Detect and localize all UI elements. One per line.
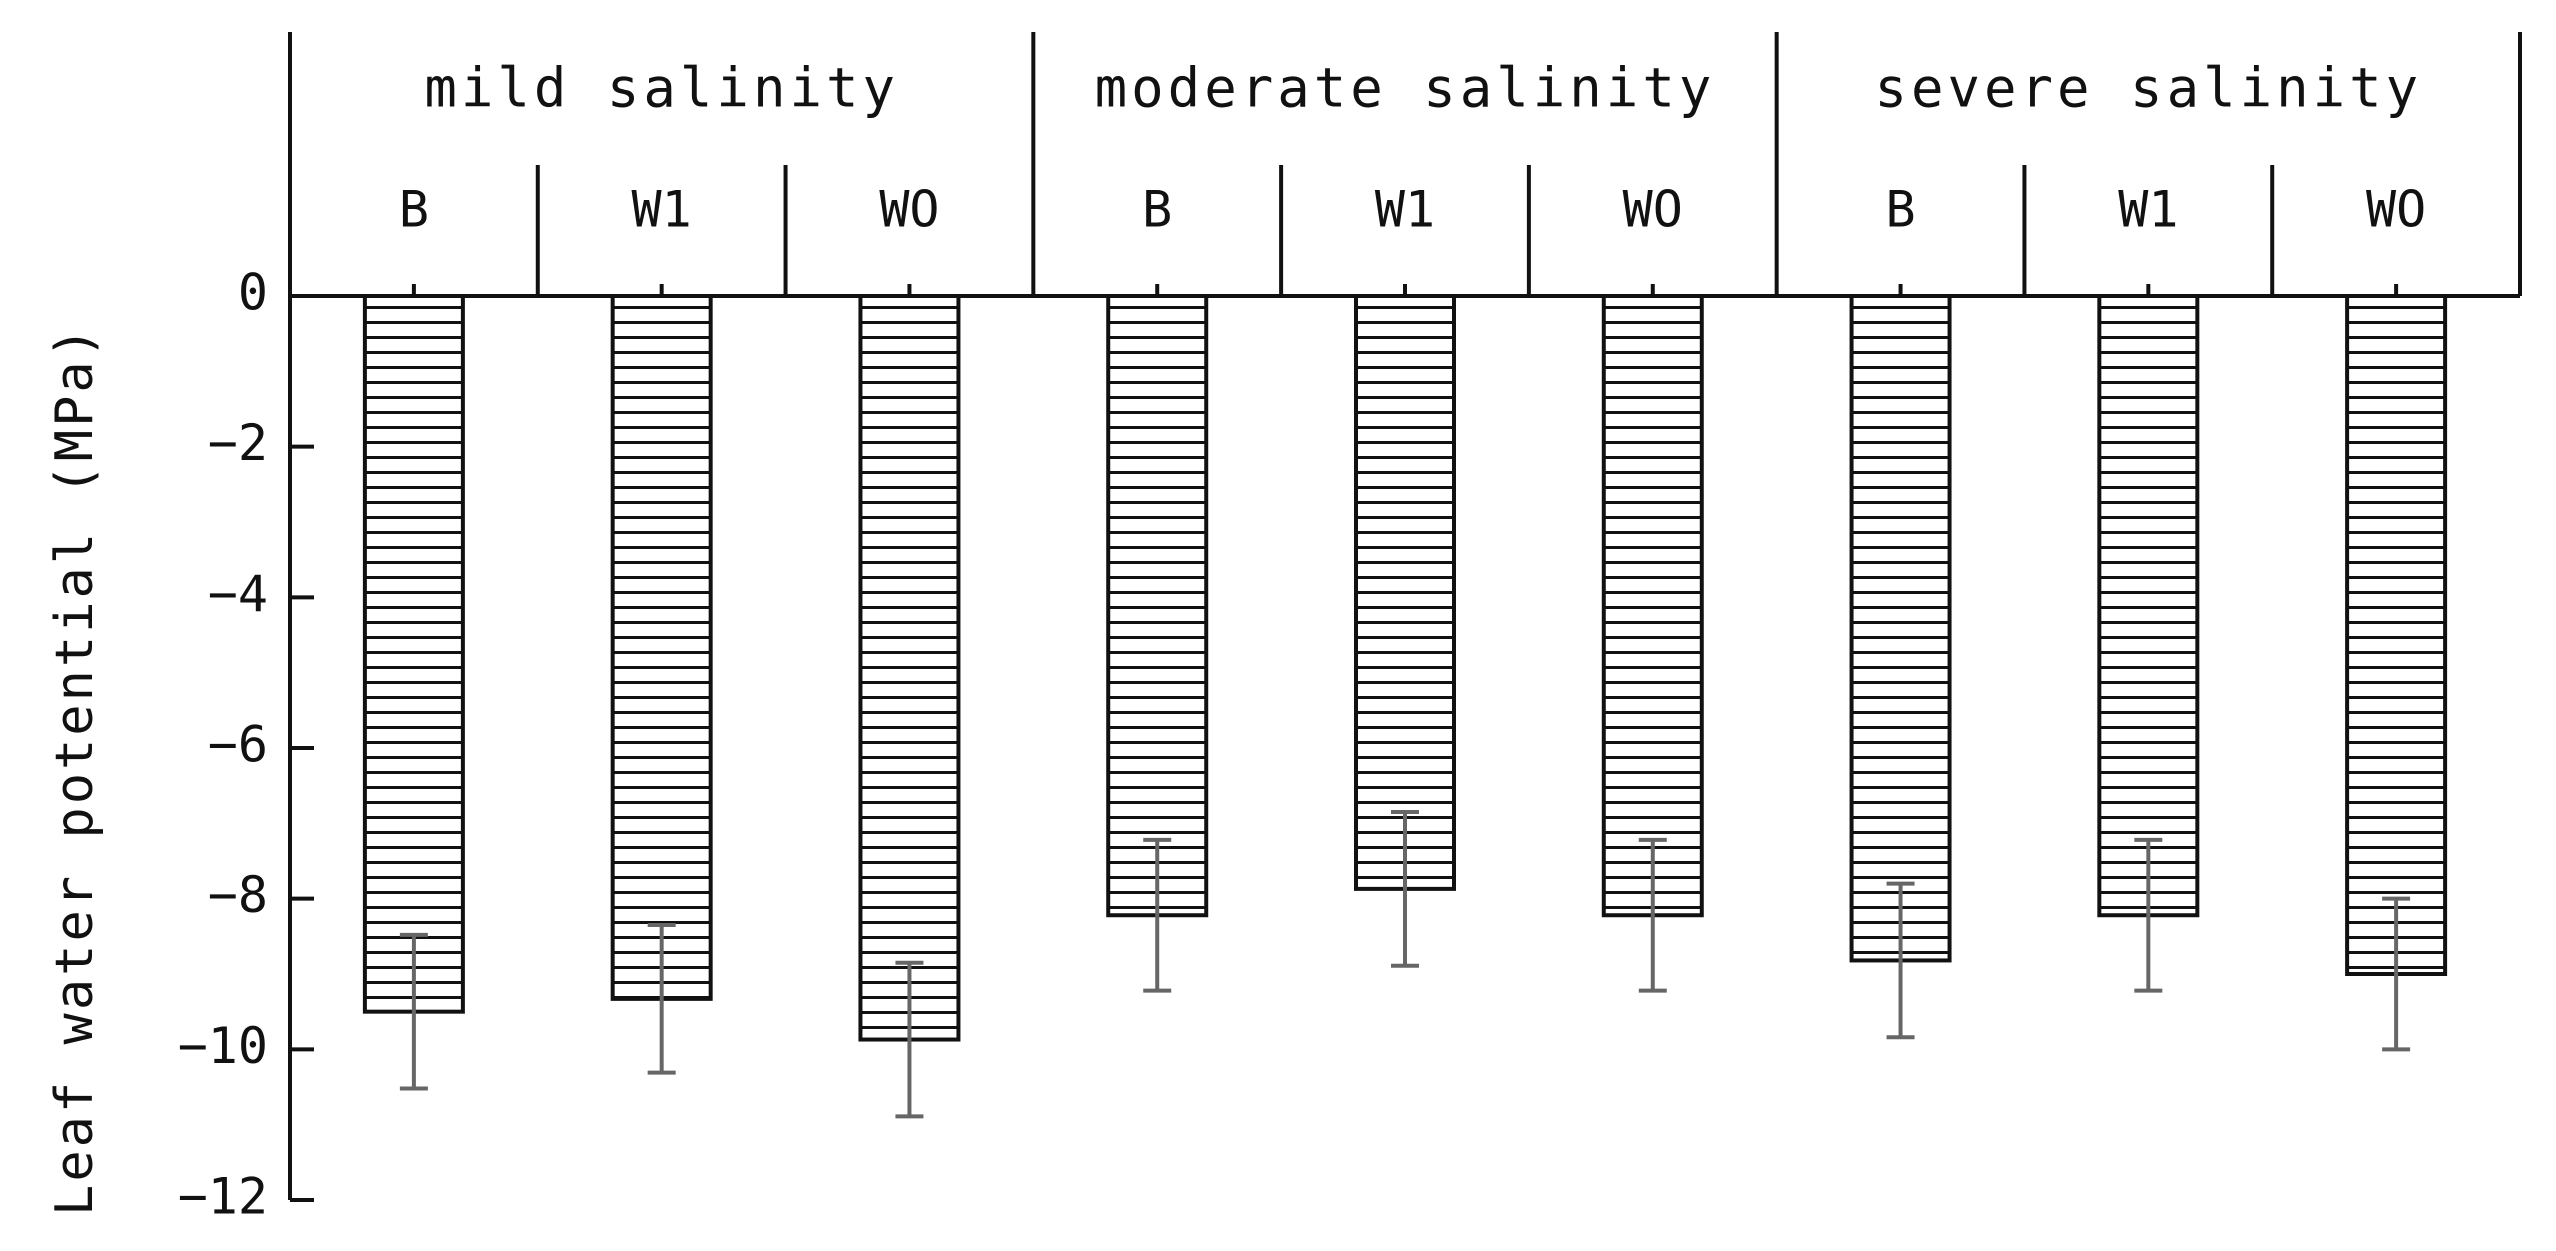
category-label: WO [1623,181,1683,239]
category-label: WO [2366,181,2426,239]
bar [362,294,465,1014]
y-axis-title: Leaf water potential (MPa) [45,324,105,1216]
bar [2097,294,2200,918]
category-label: WO [879,181,939,239]
error-bars [399,810,2411,1119]
category-header: mild salinity B W1 WO moderate salinity B W1 WO… [288,32,2522,298]
y-axis: 0 −2 −4 −6 −8 −10 −12 [178,264,314,1226]
category-label: B [1142,181,1172,239]
bar [1601,294,1704,918]
category-label: W1 [2118,181,2178,239]
bar [1849,294,1952,963]
group-label: mild salinity [424,57,899,120]
y-tick-label: −10 [178,1017,268,1075]
category-label: W1 [1375,181,1435,239]
bar [610,294,713,1001]
y-tick-label: −6 [208,716,268,774]
bar [1354,294,1456,891]
bar [1106,294,1209,918]
y-tick-label: −12 [178,1168,268,1226]
group-label: moderate salinity [1095,57,1716,120]
y-tick-label: −8 [208,866,268,924]
category-label: B [1886,181,1916,239]
y-tick-label: 0 [238,264,268,322]
group-label: severe salinity [1874,57,2422,120]
category-label: W1 [632,181,692,239]
category-label: B [399,181,429,239]
y-tick-label: −4 [208,565,268,623]
bar [2345,294,2448,976]
y-tick-label: −2 [208,414,268,472]
bar [858,294,961,1042]
bars [362,294,2448,1042]
